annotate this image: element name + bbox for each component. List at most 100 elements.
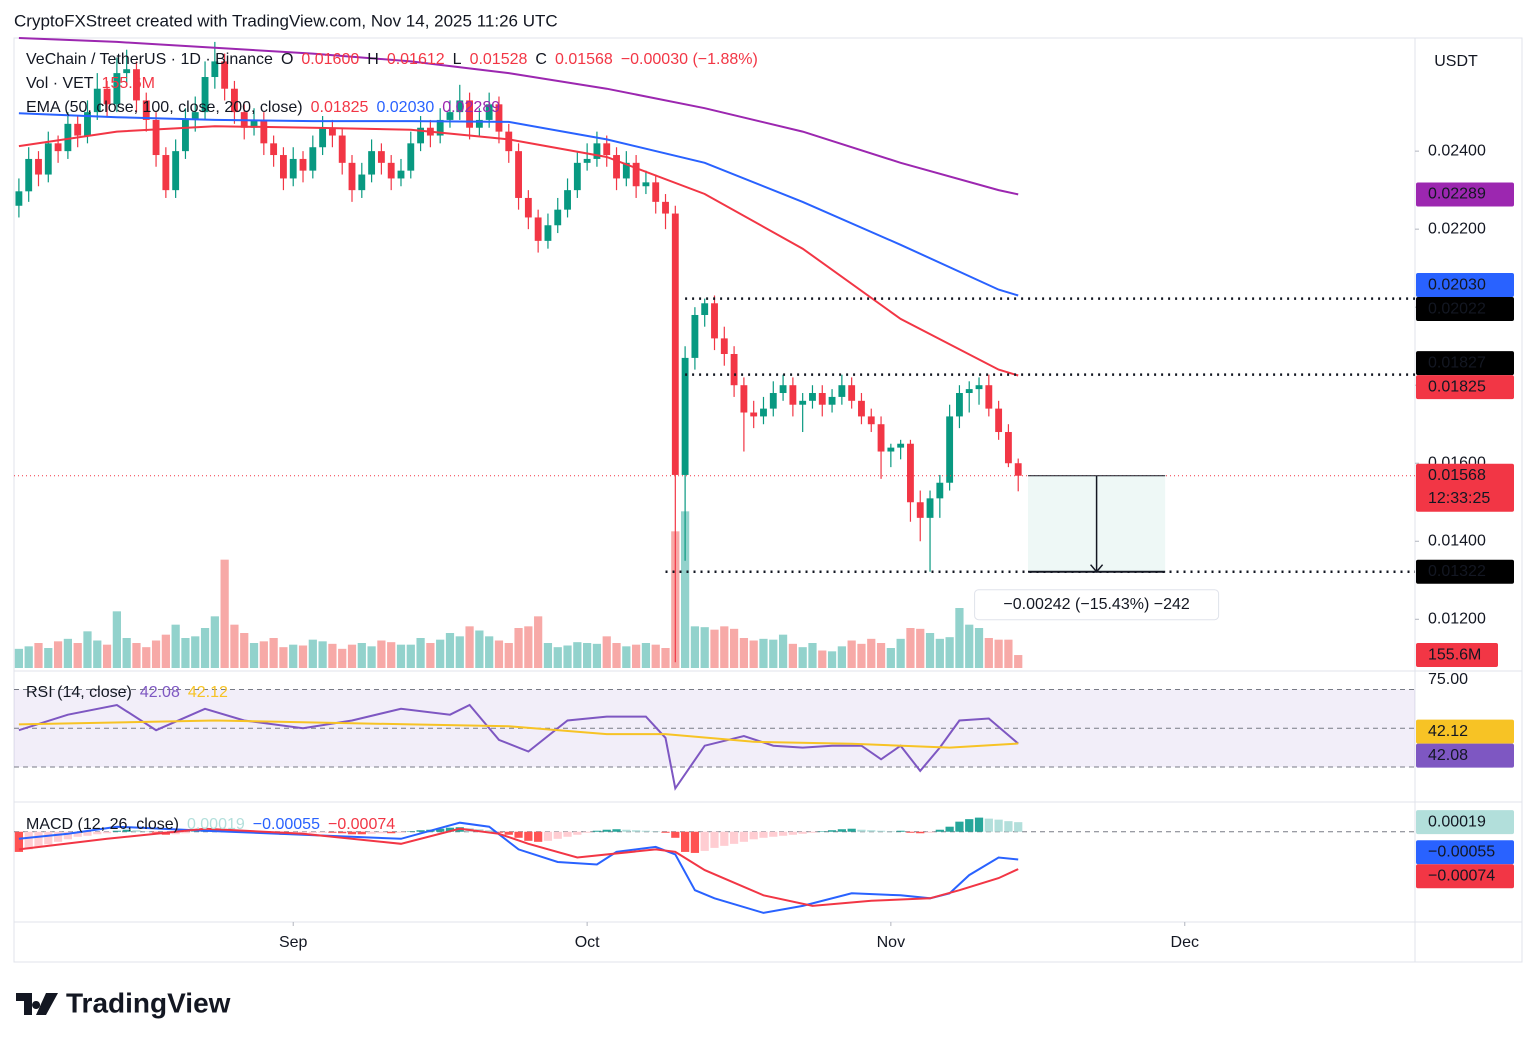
candle-body [583,158,591,163]
volume-bar [465,626,474,668]
legend-item: RSI (14, close) [26,684,132,701]
volume-bar [269,638,278,668]
volume-bar [347,644,357,668]
candle-body [377,151,385,163]
candle-body [897,443,905,448]
candle-body [995,408,1003,433]
macd-histogram-bar [563,831,572,837]
volume-bar [445,633,455,668]
measure-label-box [974,589,1220,621]
macd-histogram-bar [14,831,24,852]
volume-bar [690,626,700,668]
volume-bar [612,643,621,668]
legend: RSI (14, close) 42.08 42.12 [26,684,228,701]
candle-body [848,385,856,401]
macd-histogram-bar [974,817,984,832]
legend-item: 0.01612 [387,51,445,68]
volume-bar [573,642,582,668]
macd-histogram-bar [83,831,92,836]
macd-histogram-bar [387,831,396,834]
macd-histogram-bar [602,829,611,832]
logo-mark [16,993,58,1015]
candle-body [907,443,914,503]
candle-body [662,201,669,214]
volume-bar [328,643,337,668]
candle-body [289,158,297,179]
candle-body [828,396,836,405]
candle-body [260,119,268,144]
candle-body [133,69,140,101]
volume-bar [524,626,533,668]
candle-body [652,182,660,202]
macd-histogram-bar [553,831,562,839]
volume-bar [220,559,229,668]
macd-histogram-bar [798,831,807,834]
header: CryptoFXStreet created with TradingView.… [14,11,558,30]
y-tick-label: 0.01200 [1428,611,1486,628]
volume-bar [338,648,347,668]
candle-body [172,151,180,191]
volume-bar [426,643,435,668]
macd-histogram-bar [367,831,376,834]
rsi-tick-label: 75.00 [1428,671,1468,688]
volume-bar [935,638,944,668]
macd-histogram-bar [102,831,112,834]
candle-body [397,170,405,179]
volume-bar [161,634,170,668]
volume-bar [778,634,788,668]
candle-body [54,143,62,152]
volume-bar [720,626,729,668]
candle-body [877,424,885,452]
legend-item: VeChain / TetherUS · 1D · Binance [26,51,273,68]
y-tick-label: 0.01400 [1428,532,1486,549]
macd-histogram-bar [827,830,837,832]
candle-body [642,182,650,187]
macd-histogram-bar [641,830,651,832]
volume-bar [759,638,768,668]
volume-bar [739,638,749,668]
volume-bar [200,628,210,668]
legend-item: 155.6M [102,75,155,92]
volume-bar [102,644,112,668]
legend-item: 42.12 [188,684,228,701]
candle-body [1014,463,1022,476]
candle-body [681,357,689,475]
volume-bar [259,641,268,668]
macd-histogram-bar [749,831,758,840]
volume-bar [1004,639,1013,668]
macd-histogram-bar [318,831,327,833]
legend: Vol · VET 155.6M [26,75,155,92]
legend: VeChain / TetherUS · 1D · Binance O 0.0160… [26,51,758,68]
volume-bar [83,631,92,668]
volume-bar [994,639,1003,668]
candle-body [64,123,72,152]
legend: MACD (12, 26, close) 0.00019 −0.00055 −0.00… [26,816,395,833]
price-badge [1416,463,1514,512]
legend-item: Vol · VET [26,75,94,92]
price-badge [1416,743,1514,768]
volume-bar [494,640,504,668]
candle-body [799,400,807,405]
candle-body [916,502,924,518]
candle-body [93,88,101,113]
candle-body [769,393,777,409]
volume-bar [827,651,837,668]
volume-bar [44,648,53,668]
volume-bar [210,616,219,668]
macd-histogram-bar [504,831,513,835]
volume-bar [661,648,670,668]
candle-body [936,482,944,499]
candle-body [231,88,238,113]
x-tick-label: Sep [279,934,308,951]
volume-bar [377,640,386,668]
candle-body [946,416,954,483]
legend-item: EMA (50, close, 100, close, 200, close) [26,99,303,116]
volume-bar [602,636,611,668]
legend-item: O [281,51,293,68]
candle-body [985,385,993,409]
candle-body [25,158,33,192]
candle-body [74,123,82,136]
candle-body [965,389,973,394]
candle-body [407,143,415,171]
